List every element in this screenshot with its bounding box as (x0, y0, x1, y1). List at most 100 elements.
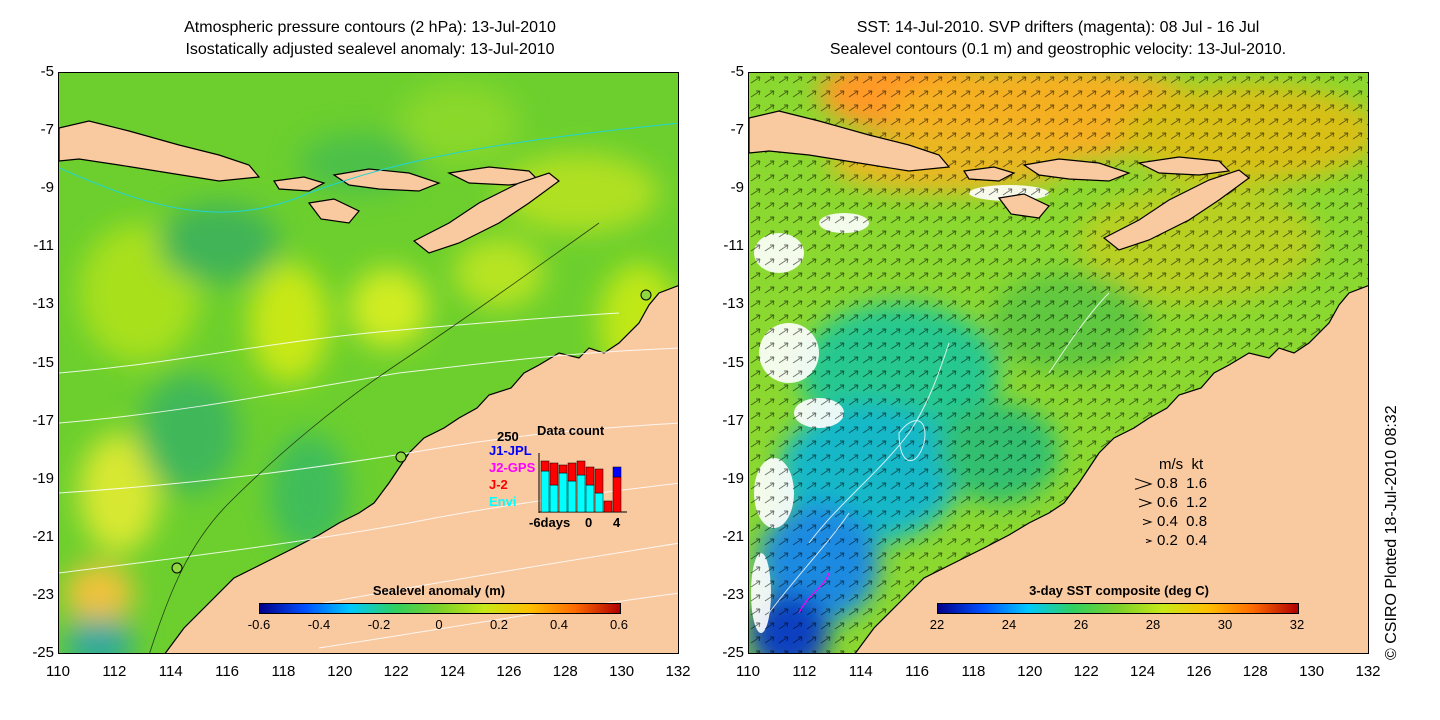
x-tick-label: 128 (1242, 663, 1268, 680)
x-tick-label: 120 (327, 663, 353, 680)
y-tick-label: -5 (40, 63, 54, 80)
right-colorbar: 3-day SST composite (deg C) 22 24 26 28 30 32 (929, 579, 1309, 639)
y-tick-label: -15 (722, 353, 744, 371)
x-tick-label: 118 (961, 663, 986, 680)
data-count-x-labels: -6days 0 4 (529, 515, 639, 531)
colorbar-label: 22 (929, 617, 945, 632)
x-tick-label: 120 (1017, 663, 1043, 680)
x-tick-label: 128 (552, 663, 578, 680)
right-map-canvas (749, 73, 1368, 653)
data-count-inset: Data count 250 J1-JPL J2-GPS J-2 Envi -6day… (489, 423, 639, 533)
velocity-arrow-icon (1145, 538, 1153, 544)
y-tick-label: -7 (40, 121, 54, 139)
velocity-legend: m/s kt 0.8 1.6 0.6 1.2 0.4 0.8 0.2 0.4 (1129, 455, 1249, 555)
x-tick-label: 130 (1299, 663, 1325, 680)
right-land (749, 110, 1368, 653)
left-colorbar-labels: -0.6 -0.4 -0.2 0 0.2 0.4 0.6 (248, 617, 628, 635)
colorbar-label: 32 (1289, 617, 1305, 632)
bali-lombok-island (272, 176, 326, 192)
right-map-title-line2: Sealevel contours (0.1 m) and geostrophi… (829, 41, 1287, 58)
velocity-arrow-icon (1138, 498, 1153, 508)
x-tick-label: 122 (1073, 663, 1099, 680)
y-tick-label: -23 (32, 585, 54, 603)
data-count-x-label: 4 (613, 515, 621, 530)
y-tick-label: -15 (32, 353, 54, 371)
y-tick-label: -25 (32, 644, 54, 661)
tide-gauge-marker[interactable] (171, 562, 183, 574)
y-tick-label: -5 (730, 63, 744, 80)
tide-gauge-marker[interactable] (640, 289, 652, 301)
left-colorbar: Sealevel anomaly (m) -0.6 -0.4 -0.2 0 0.2 0.4… (248, 579, 629, 639)
y-tick-label: -7 (730, 121, 744, 139)
x-tick-label: 132 (1355, 663, 1381, 680)
data-count-series-label: J1-JPL (489, 443, 532, 458)
velocity-arrow-icon (1134, 478, 1153, 490)
sumba-island (997, 193, 1050, 219)
colorbar-label: 0 (435, 617, 443, 632)
colorbar-label: 24 (1001, 617, 1017, 632)
java-island (59, 120, 261, 182)
left-bathymetry-contour (149, 222, 600, 653)
sumbawa-island (1022, 158, 1131, 182)
timor-island (412, 172, 560, 254)
y-tick-label: -13 (722, 295, 744, 313)
java-island (749, 110, 951, 172)
left-map-canvas (59, 73, 678, 653)
y-tick-label: -9 (730, 179, 744, 197)
velocity-legend-value: 0.6 1.2 (1157, 494, 1208, 511)
plot-credit: © CSIRO Plotted 18-Jul-2010 08:32 (1383, 405, 1400, 660)
colorbar-label: 0.2 (489, 617, 509, 632)
right-map-title-line1: SST: 14-Jul-2010. SVP drifters (magenta)… (856, 19, 1260, 36)
right-map-panel[interactable]: m/s kt 0.8 1.6 0.6 1.2 0.4 0.8 0.2 0.4 3-da… (748, 72, 1369, 654)
colorbar-label: 0.4 (549, 617, 569, 632)
y-tick-label: -21 (32, 527, 54, 545)
left-map-panel[interactable]: Sealevel anomaly (m) -0.6 -0.4 -0.2 0 0.2 0.4… (58, 72, 679, 654)
left-map-title-line1: Atmospheric pressure contours (2 hPa): 1… (184, 19, 556, 36)
australia-mainland (854, 285, 1368, 653)
x-tick-label: 124 (440, 663, 466, 680)
x-tick-label: 118 (271, 663, 296, 680)
data-count-series-label: J2-GPS (489, 460, 536, 475)
y-tick-label: -11 (723, 237, 744, 255)
tide-gauge-marker[interactable] (395, 451, 407, 463)
bali-lombok-island (962, 166, 1016, 182)
y-tick-label: -13 (32, 295, 54, 313)
x-tick-label: 124 (1130, 663, 1156, 680)
data-count-x-label: -6days (529, 515, 571, 530)
x-tick-label: 126 (1186, 663, 1212, 680)
y-tick-label: -19 (722, 469, 744, 487)
x-tick-label: 112 (792, 663, 817, 680)
velocity-legend-row: 0.8 1.6 (1129, 474, 1249, 493)
data-count-series-label: J-2 (489, 477, 508, 492)
svp-drifter-track[interactable] (798, 572, 830, 614)
y-tick-label: -19 (32, 469, 54, 487)
x-tick-label: 110 (46, 663, 70, 680)
right-sealevel-contours (768, 292, 1110, 614)
velocity-legend-value: 0.2 0.4 (1157, 532, 1208, 549)
timor-island (1102, 169, 1250, 251)
left-map-title-line2: Isostatically adjusted sealevel anomaly:… (185, 41, 555, 58)
x-tick-label: 132 (665, 663, 691, 680)
y-tick-label: -9 (40, 179, 54, 197)
x-tick-label: 130 (609, 663, 635, 680)
colorbar-label: -0.6 (247, 617, 271, 632)
x-tick-label: 112 (102, 663, 127, 680)
flores-island (1137, 156, 1231, 176)
y-tick-label: -11 (33, 237, 54, 255)
y-tick-label: -17 (32, 411, 54, 429)
velocity-legend-value: 0.4 0.8 (1157, 513, 1208, 530)
data-count-series-label: Envi (489, 494, 517, 509)
velocity-legend-row: 0.2 0.4 (1129, 531, 1249, 550)
sumbawa-island (332, 168, 441, 192)
x-tick-label: 126 (496, 663, 522, 680)
velocity-legend-header: m/s kt (1159, 456, 1204, 473)
colorbar-label: -0.4 (307, 617, 331, 632)
velocity-legend-value: 0.8 1.6 (1157, 475, 1208, 492)
colorbar-label: 0.6 (609, 617, 629, 632)
right-colorbar-title: 3-day SST composite (deg C) (1029, 583, 1209, 598)
left-cyan-contour (59, 122, 678, 213)
velocity-arrow-icon (1142, 518, 1153, 526)
x-tick-label: 116 (905, 663, 930, 680)
data-count-max-label: 250 (497, 429, 519, 444)
colorbar-label: 28 (1145, 617, 1161, 632)
